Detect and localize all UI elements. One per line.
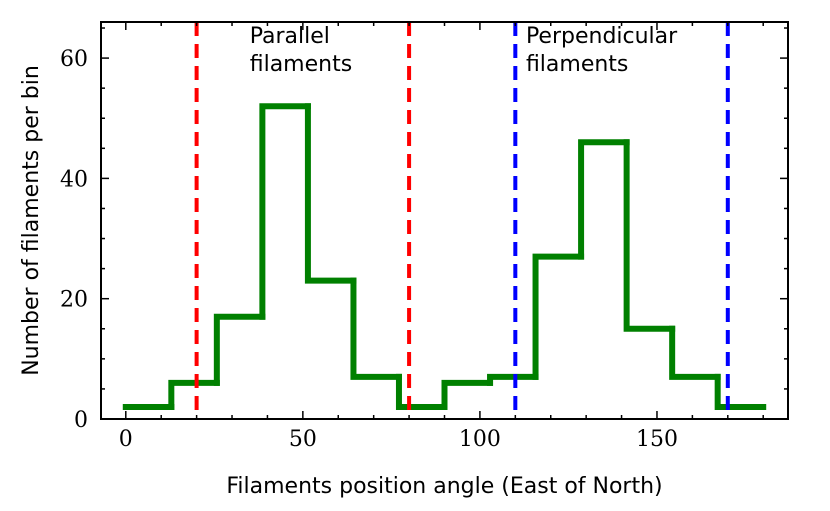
- histogram-bin: [168, 379, 220, 410]
- y-tick-label: 20: [60, 288, 88, 313]
- histogram-bin: [623, 139, 676, 332]
- histogram-bin: [395, 373, 448, 410]
- x-tick-label: 150: [636, 427, 678, 452]
- histogram-bin: [441, 379, 494, 410]
- y-axis-label: Number of filaments per bin: [19, 65, 44, 376]
- histogram-bin: [714, 373, 767, 410]
- x-tick-label: 0: [119, 427, 133, 452]
- histogram-bin: [213, 313, 266, 386]
- histogram-bin: [259, 103, 311, 320]
- histogram-bin: [487, 373, 539, 386]
- annotation-label: Parallel filaments: [250, 24, 352, 77]
- plot-area: Parallel filaments Perpendicular filaments: [122, 22, 767, 419]
- plot-frame: [100, 21, 789, 420]
- x-tick-label: 50: [289, 427, 317, 452]
- x-axis-label: Filaments position angle (East of North): [226, 474, 662, 499]
- y-tick-label: 0: [74, 408, 88, 433]
- tick-labels: 0 50 100 150 0 20 40 60: [60, 47, 678, 452]
- histogram-bin: [350, 277, 402, 380]
- histogram-bin: [578, 139, 630, 260]
- histogram-bin: [669, 325, 721, 380]
- axis-ticks: [101, 22, 788, 420]
- annotation-label: Perpendicular filaments: [526, 24, 678, 77]
- histogram-bin: [304, 103, 357, 284]
- y-tick-label: 60: [60, 47, 88, 72]
- x-tick-label: 100: [459, 427, 501, 452]
- y-tick-label: 40: [60, 167, 88, 192]
- histogram-bin: [532, 253, 585, 380]
